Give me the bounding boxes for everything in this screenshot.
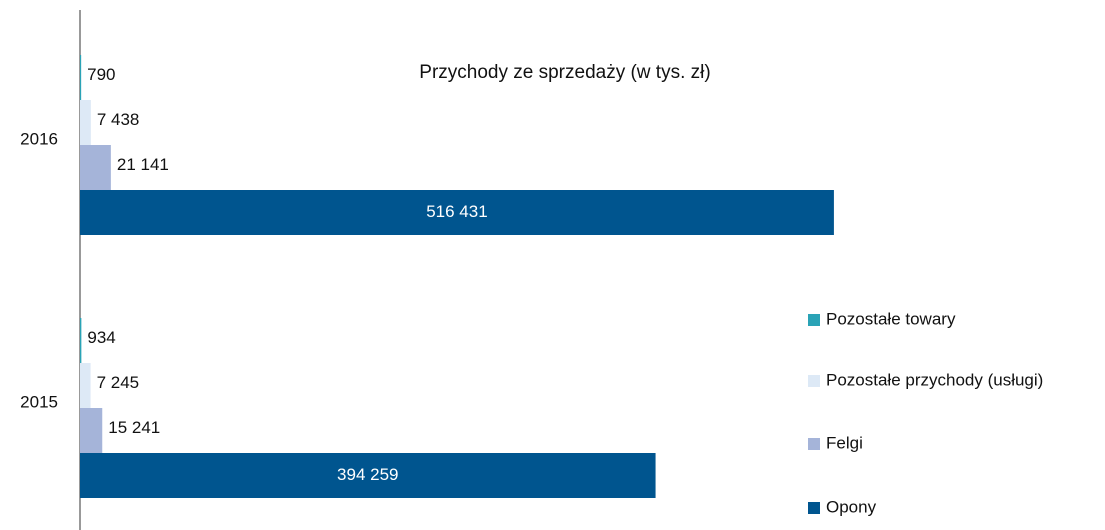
data-label: 790 bbox=[87, 65, 115, 84]
legend-swatch bbox=[808, 314, 820, 326]
data-label: 7 438 bbox=[97, 110, 140, 129]
y-tick-label: 2016 bbox=[20, 129, 58, 148]
data-label: 394 259 bbox=[337, 465, 398, 484]
bar bbox=[80, 363, 91, 408]
data-label: 21 141 bbox=[117, 155, 169, 174]
bar bbox=[80, 408, 103, 453]
bar bbox=[80, 55, 82, 100]
chart-title: Przychody ze sprzedaży (w tys. zł) bbox=[419, 62, 710, 83]
bar bbox=[80, 100, 91, 145]
data-label: 934 bbox=[87, 328, 115, 347]
data-label: 15 241 bbox=[108, 418, 160, 437]
data-label: 7 245 bbox=[97, 373, 140, 392]
y-tick-label: 2015 bbox=[20, 392, 58, 411]
legend-label: Opony bbox=[826, 497, 877, 516]
legend-label: Pozostałe towary bbox=[826, 309, 956, 328]
legend-swatch bbox=[808, 502, 820, 514]
bar bbox=[80, 453, 656, 498]
legend-label: Pozostałe przychody (usługi) bbox=[826, 370, 1043, 389]
data-label: 516 431 bbox=[426, 202, 487, 221]
legend-swatch bbox=[808, 438, 820, 450]
legend-swatch bbox=[808, 375, 820, 387]
legend-label: Felgi bbox=[826, 433, 863, 452]
bar bbox=[80, 145, 111, 190]
bar bbox=[80, 190, 834, 235]
bar bbox=[80, 318, 82, 363]
